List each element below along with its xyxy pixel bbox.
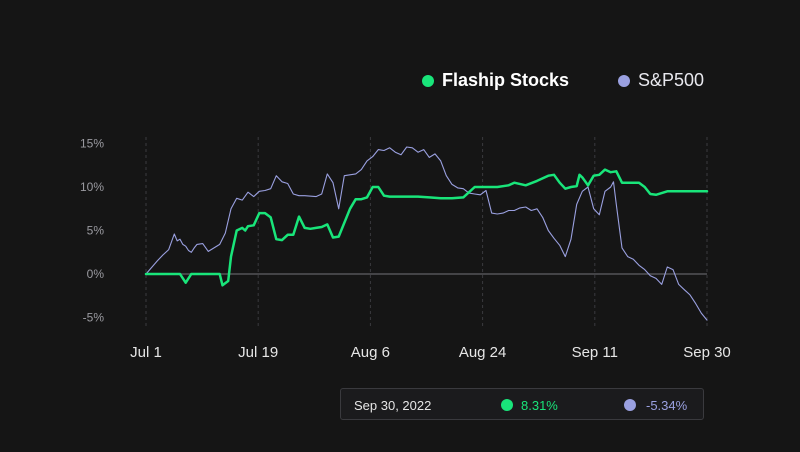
y-tick-label: -5% (83, 311, 105, 325)
legend-item-flaship[interactable]: Flaship Stocks (422, 70, 569, 91)
legend-label-flaship: Flaship Stocks (442, 70, 570, 90)
y-tick-label: 15% (80, 137, 104, 151)
readout-flaship-value: 8.31% (521, 398, 558, 413)
value-readout: Sep 30, 2022 8.31% -5.34% (340, 388, 704, 420)
chart-legend: Flaship Stocks S&P500 (0, 70, 800, 96)
y-tick-label: 10% (80, 180, 104, 194)
flaship-dot-icon (422, 74, 434, 87)
flaship-dot-icon (501, 399, 513, 411)
sp500-dot-icon (618, 74, 630, 87)
series-line-flaship (144, 168, 709, 287)
legend-item-sp500[interactable]: S&P500 (618, 70, 704, 91)
x-tick-label: Aug 6 (351, 344, 390, 361)
readout-date: Sep 30, 2022 (354, 398, 432, 413)
x-tick-label: Sep 30 (683, 344, 731, 361)
y-tick-label: 5% (87, 224, 105, 238)
x-tick-label: Sep 11 (572, 344, 618, 361)
readout-sp500-value: -5.34% (646, 398, 688, 413)
y-tick-label: 0% (87, 267, 105, 281)
legend-label-sp500: S&P500 (638, 70, 705, 90)
x-tick-label: Jul 19 (238, 344, 278, 361)
x-tick-label: Aug 24 (459, 344, 507, 361)
sp500-dot-icon (624, 399, 636, 411)
series-line-sp500 (145, 146, 708, 321)
x-tick-label: Jul 1 (130, 344, 162, 361)
